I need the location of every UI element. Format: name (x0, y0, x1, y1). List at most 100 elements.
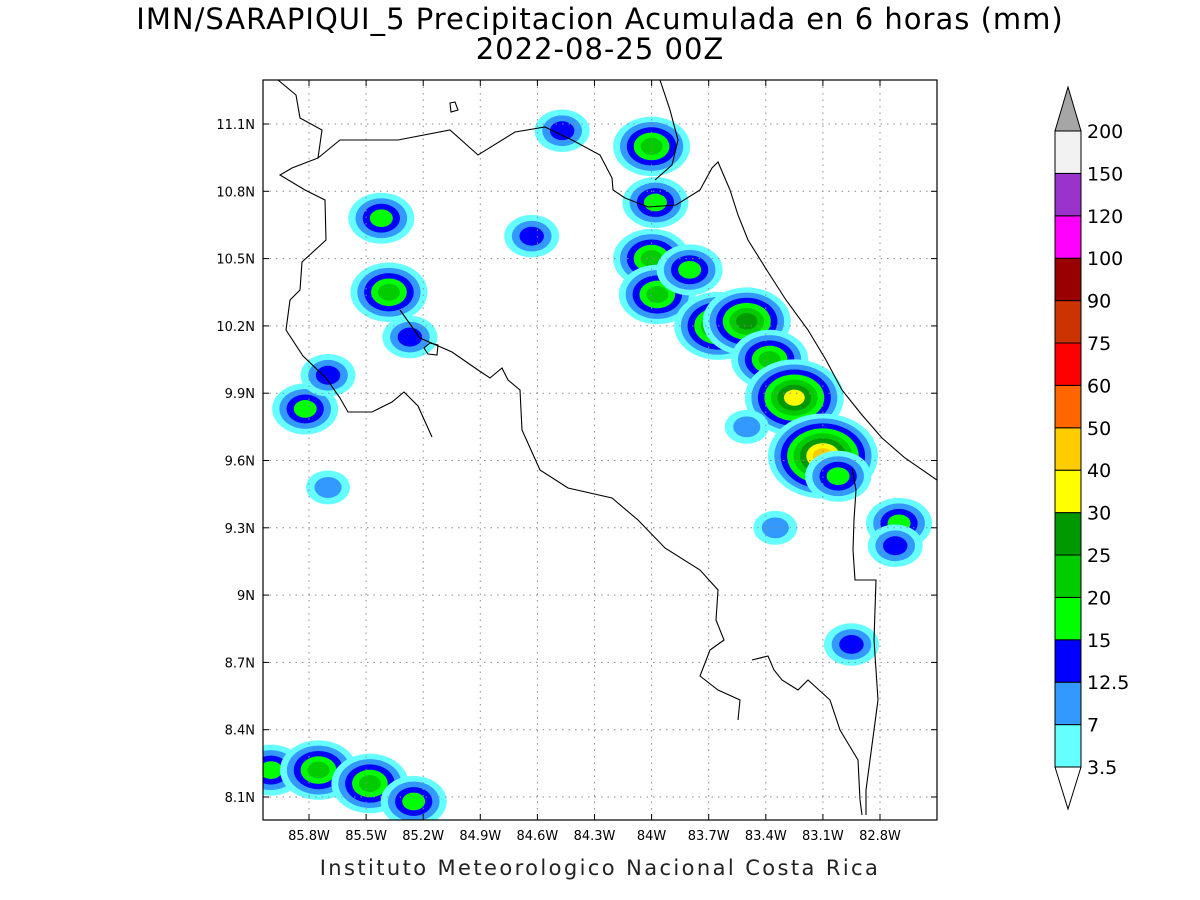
colorbar-lower-arrow (1054, 766, 1082, 811)
colorbar-segment (1054, 512, 1082, 556)
coastline-panama (851, 467, 879, 815)
colorbar-label: 200 (1087, 121, 1123, 143)
lat-tick-label: 8.1N (225, 791, 255, 806)
precip-contour-level (826, 467, 850, 486)
lon-tick-label: 84.9W (459, 829, 501, 844)
precip-contour-level (358, 775, 381, 793)
precip-contour-level (640, 250, 663, 268)
precip-cell (534, 109, 590, 152)
colorbar-label: 3.5 (1087, 757, 1117, 779)
lat-tick-label: 11.1N (216, 118, 255, 133)
colorbar-label: 30 (1087, 503, 1111, 525)
lat-tick-label: 9.6N (225, 455, 255, 470)
lat-tick-label: 8.7N (225, 656, 255, 671)
lon-tick-label: 85.8W (288, 829, 330, 844)
lon-tick-label: 84W (637, 829, 667, 844)
colorbar-segment (1054, 342, 1082, 386)
colorbar-label: 120 (1087, 206, 1123, 228)
lon-tick-label: 84.3W (574, 829, 616, 844)
precip-contour-level (314, 476, 342, 498)
border-nicaragua (317, 126, 731, 208)
lon-tick-label: 85.2W (402, 829, 444, 844)
precip-cell (656, 244, 723, 296)
precip-cell (753, 510, 798, 545)
precip-contour-level (369, 209, 393, 228)
lon-tick-label: 85.5W (345, 829, 387, 844)
colorbar-segment (1054, 554, 1082, 598)
precip-cell (306, 470, 351, 505)
colorbar-label: 100 (1087, 248, 1123, 270)
colorbar-upper-arrow (1054, 85, 1082, 132)
lat-tick-label: 9N (237, 589, 255, 604)
colorbar-segment (1054, 681, 1082, 726)
colorbar-label: 20 (1087, 587, 1111, 609)
colorbar-label: 50 (1087, 418, 1111, 440)
plot-frame (262, 79, 938, 821)
precip-contour-level (402, 792, 426, 811)
chart-title: IMN/SARAPIQUI_5 Precipitacion Acumulada … (136, 2, 1064, 36)
precip-contour-level (678, 260, 702, 279)
colorbar-label: 25 (1087, 545, 1111, 567)
precip-contour-level (377, 283, 400, 301)
colorbar-label: 75 (1087, 333, 1111, 355)
precip-cell (622, 177, 689, 229)
precip-cell (350, 262, 428, 322)
coastline-pacific-gulf (399, 309, 741, 721)
precip-contour-level (733, 416, 761, 438)
precip-cell (380, 775, 447, 820)
colorbar-label: 7 (1087, 715, 1099, 737)
colorbar-segment (1054, 639, 1082, 683)
precip-cell (504, 214, 560, 258)
coastline-caribbean-east (729, 189, 937, 481)
coastline-osa (751, 655, 863, 816)
lon-tick-label: 83.7W (688, 829, 730, 844)
precipitation-layer (263, 109, 933, 820)
color-legend: 3.5 7 12.5 15 20 25 30 40 50 60 75 90 100 120 150 200 (1054, 85, 1129, 811)
precip-cell (744, 359, 844, 436)
colorbar-segment (1054, 384, 1082, 429)
precip-cell (867, 524, 923, 567)
lat-tick-label: 9.3N (225, 522, 255, 537)
precip-contour-level (519, 226, 544, 246)
precip-contour-level (839, 635, 864, 654)
colorbar-label: 12.5 (1087, 672, 1129, 694)
lat-tick-label: 10.5N (216, 253, 255, 268)
lon-tick-label: 84.6W (516, 829, 558, 844)
colorbar-label: 15 (1087, 630, 1111, 652)
lat-tick-label: 9.9N (225, 387, 255, 402)
colorbar-label: 60 (1087, 375, 1111, 397)
chart-subtitle-date: 2022-08-25 00Z (475, 32, 725, 66)
precip-cell (724, 409, 769, 444)
precip-cell (272, 383, 339, 435)
precip-contour-level (761, 517, 789, 539)
isle-fragment (423, 342, 439, 356)
grid-lines (263, 80, 937, 820)
precip-contour-level (315, 365, 341, 385)
coastline-northeast (625, 80, 679, 181)
colorbar-label: 150 (1087, 163, 1123, 185)
longitude-tick-labels: 85.8W 85.5W 85.2W 84.9W 84.6W 84.3W 84W 83.7W 83… (288, 829, 901, 844)
precip-cell (348, 192, 415, 244)
colorbar-segment (1054, 300, 1082, 344)
colorbar-segment (1054, 172, 1082, 217)
precip-contour-level (397, 327, 423, 347)
colorbar-label: 90 (1087, 291, 1111, 313)
coastline-caribbean (277, 80, 433, 438)
precip-contour-level (783, 389, 805, 406)
precip-contour-level (293, 400, 317, 418)
isle-nicaragua-lake (449, 101, 459, 113)
precip-cell (300, 354, 356, 397)
colorbar-segment (1054, 469, 1082, 514)
colorbar-segment (1054, 130, 1082, 174)
lon-tick-label: 83.1W (802, 829, 844, 844)
precip-contour-level (263, 761, 283, 779)
precip-contour-level (736, 313, 758, 330)
colorbar-segment (1054, 427, 1082, 471)
precip-contour-level (643, 193, 667, 212)
lon-tick-label: 83.4W (745, 829, 787, 844)
colorbar-segment (1054, 596, 1082, 641)
colorbar-segment (1054, 724, 1082, 768)
precip-contour-level (307, 761, 330, 779)
footer-credit: Instituto Meteorologico Nacional Costa R… (319, 856, 881, 880)
